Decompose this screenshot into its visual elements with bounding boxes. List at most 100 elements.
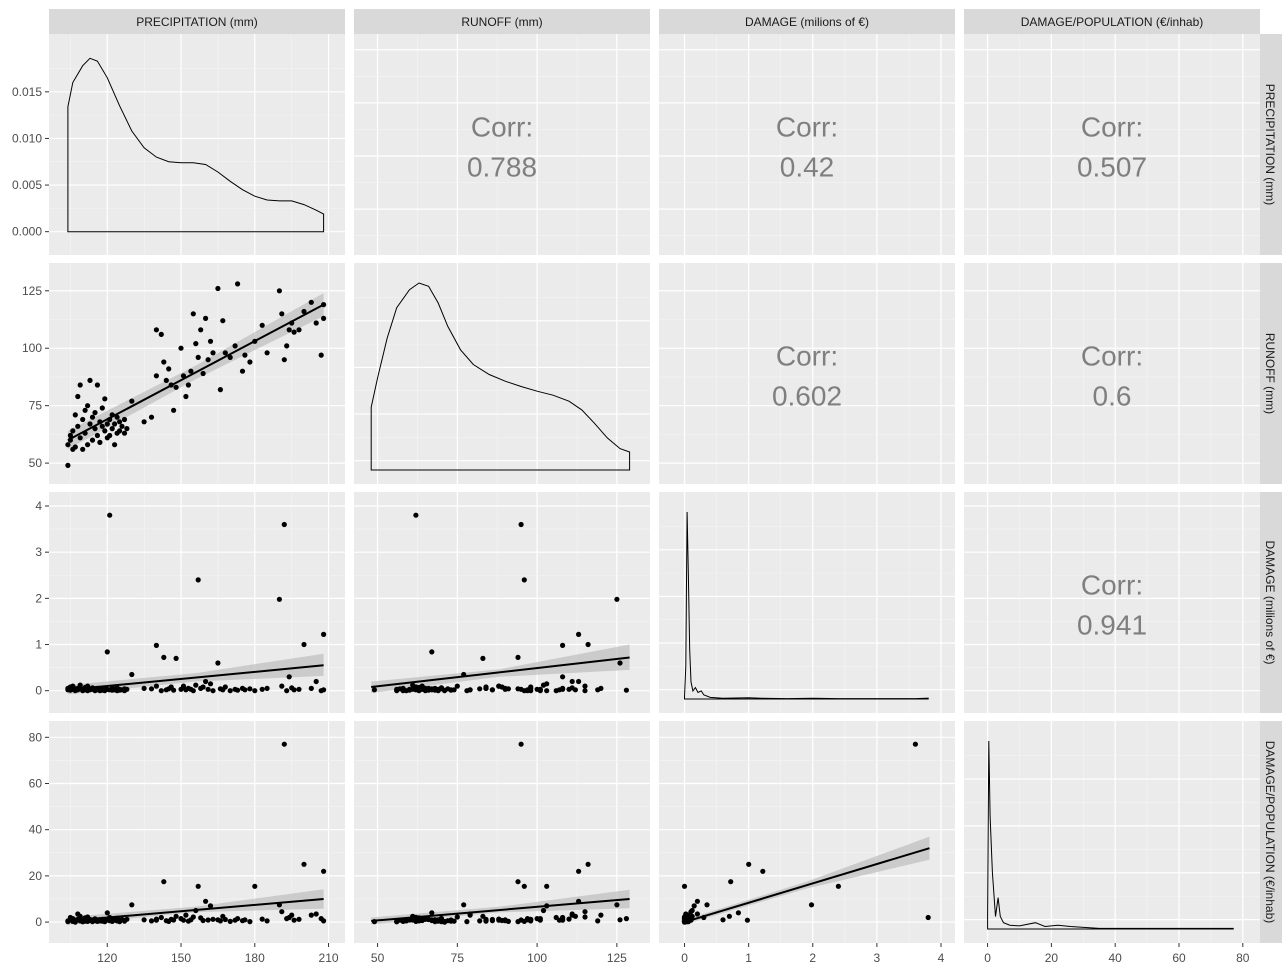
data-point	[183, 393, 189, 400]
y-tick-label: 3	[35, 545, 42, 559]
data-point	[835, 883, 842, 889]
data-point	[264, 350, 270, 356]
data-point	[188, 368, 194, 374]
y-tick-label: 4	[35, 499, 42, 513]
x-tick-label: 125	[607, 951, 627, 965]
data-point	[124, 426, 130, 432]
data-point	[210, 916, 216, 922]
x-tick-label: 50	[371, 951, 385, 965]
corr-value: 0.941	[1077, 610, 1147, 641]
x-tick-label: 40	[1109, 951, 1123, 965]
data-point	[75, 423, 81, 429]
data-point	[291, 329, 297, 335]
x-tick-label: 120	[97, 951, 117, 965]
data-point	[112, 421, 118, 427]
data-point	[82, 430, 88, 436]
strip-label-top-damage: DAMAGE (milions of €)	[745, 15, 869, 29]
data-point	[183, 912, 189, 918]
data-point	[99, 405, 105, 411]
data-point	[416, 686, 422, 692]
data-point	[480, 655, 486, 662]
data-point	[477, 686, 483, 692]
data-point	[912, 741, 919, 747]
y-tick-label: 75	[29, 399, 43, 413]
data-point	[585, 641, 591, 648]
data-point	[85, 442, 91, 448]
strip-right-precip	[1260, 34, 1282, 255]
data-point	[617, 917, 623, 923]
data-point	[576, 678, 582, 685]
x-tick-label: 75	[451, 951, 465, 965]
data-point	[438, 918, 444, 924]
data-point	[808, 902, 815, 908]
panel-bg-0-1	[354, 34, 650, 255]
data-point	[483, 918, 489, 924]
data-point	[193, 341, 199, 347]
data-point	[153, 916, 159, 922]
panel-bg-1-3	[964, 263, 1260, 484]
data-point	[200, 684, 206, 690]
data-point	[400, 686, 406, 692]
data-point	[281, 741, 287, 747]
data-point	[582, 909, 588, 915]
data-point	[242, 917, 248, 923]
data-point	[925, 914, 931, 921]
panel-bg-0-0	[49, 34, 345, 255]
data-point	[80, 446, 86, 452]
strip-label-right-runoff: RUNOFF (mm)	[1263, 333, 1277, 414]
x-tick-label: 180	[245, 951, 265, 965]
data-point	[296, 327, 302, 333]
data-point	[279, 909, 285, 915]
data-point	[65, 462, 71, 468]
panel-bg-0-3	[964, 34, 1260, 255]
data-point	[215, 285, 221, 292]
x-tick-label: 0	[681, 951, 688, 965]
data-point	[560, 916, 566, 922]
data-point	[87, 377, 93, 383]
data-point	[502, 918, 508, 924]
data-point	[161, 654, 167, 661]
data-point	[518, 521, 524, 528]
data-point	[279, 311, 285, 317]
data-point	[200, 917, 206, 924]
data-point	[291, 687, 297, 693]
data-point	[190, 311, 196, 317]
data-point	[321, 302, 327, 308]
data-point	[107, 512, 113, 518]
data-point	[540, 907, 547, 914]
data-point	[544, 903, 550, 909]
data-point	[576, 631, 582, 638]
data-point	[180, 683, 187, 689]
data-point	[515, 686, 521, 692]
panel-bg-1-2	[659, 263, 955, 484]
data-point	[276, 902, 282, 908]
data-point	[623, 687, 630, 693]
data-point	[67, 432, 73, 439]
data-point	[704, 902, 710, 908]
data-point	[65, 442, 71, 448]
data-point	[760, 868, 766, 874]
data-point	[153, 642, 159, 649]
data-point	[515, 919, 521, 925]
density-curve-precip	[67, 57, 325, 233]
data-point	[227, 354, 233, 360]
data-point	[75, 393, 81, 400]
data-point	[92, 426, 98, 432]
data-point	[313, 911, 319, 917]
data-point	[193, 907, 199, 914]
data-point	[259, 916, 265, 922]
data-point	[77, 682, 83, 688]
data-point	[321, 687, 327, 693]
data-point	[210, 688, 216, 694]
data-point	[410, 682, 416, 688]
data-point	[247, 686, 253, 692]
data-point	[735, 910, 742, 916]
data-point	[279, 683, 285, 689]
data-point	[205, 917, 211, 923]
data-point	[521, 883, 527, 889]
data-point	[97, 439, 103, 445]
data-point	[598, 912, 604, 918]
data-point	[483, 685, 489, 692]
data-point	[252, 688, 258, 694]
data-point	[82, 407, 88, 413]
